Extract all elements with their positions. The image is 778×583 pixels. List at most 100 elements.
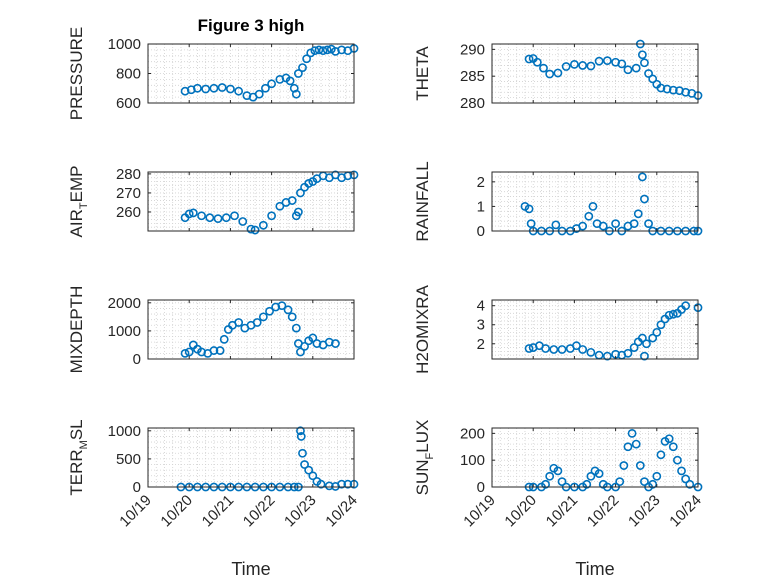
data-point (619, 461, 629, 470)
data-point (623, 348, 633, 358)
data-point (324, 481, 334, 491)
data-point (640, 58, 649, 68)
y-tick-label: 285 (460, 68, 485, 85)
data-point (296, 426, 305, 436)
data-point (615, 477, 625, 487)
data-point (193, 83, 202, 93)
data-point (598, 221, 608, 231)
y-axis-label-main: PRESSURE (67, 27, 86, 121)
data-point (545, 471, 555, 481)
y-tick-label: 280 (116, 166, 141, 183)
data-point (296, 188, 305, 198)
axes-box (491, 171, 699, 232)
data-point (648, 479, 658, 489)
data-point (578, 221, 588, 231)
y-tick-label: 0 (133, 351, 141, 368)
data-point (557, 477, 567, 487)
data-point (602, 351, 612, 361)
y-tick-label: 200 (460, 425, 485, 442)
data-point (318, 46, 328, 56)
data-point (637, 50, 647, 60)
data-point (664, 434, 674, 444)
data-point (291, 89, 301, 99)
data-point (681, 301, 691, 311)
data-point (258, 220, 268, 230)
data-point (287, 196, 297, 205)
grid (148, 300, 354, 359)
data-point (541, 344, 550, 353)
data-point (648, 333, 658, 343)
data-point (234, 318, 244, 327)
data-point (201, 84, 211, 94)
data-point (668, 309, 678, 319)
data-point (656, 450, 666, 460)
plot-area (492, 428, 698, 487)
data-point (685, 479, 695, 489)
data-point (234, 86, 244, 96)
y-tick-label: 0 (133, 479, 141, 496)
subplot-2: 280 285 290 THETA (413, 39, 703, 112)
data-point (629, 219, 639, 229)
data-point (656, 83, 666, 93)
data-point (230, 211, 239, 221)
data-point (640, 351, 649, 361)
data-point (629, 343, 639, 352)
data-point (293, 207, 303, 217)
y-tick-label: 1 (477, 198, 485, 215)
subplot-3: 260 270 280 AIRTEMP (67, 166, 359, 238)
data-point (664, 310, 674, 320)
data-point (197, 211, 206, 221)
data-point (252, 318, 262, 327)
y-tick-label: 0 (477, 223, 485, 240)
y-axis-label-tail: EMP (67, 166, 86, 203)
y-axis-label: SUNFLUX (413, 420, 436, 496)
data-point (267, 211, 276, 221)
data-point (180, 348, 190, 358)
y-tick-label: 0 (477, 479, 485, 496)
y-axis-label: MIXDEPTH (67, 286, 86, 374)
plot-area (492, 44, 698, 103)
y-axis-label: AIRTEMP (67, 166, 90, 238)
y-tick-label: 800 (116, 66, 141, 83)
data-point (561, 62, 571, 71)
data-point (246, 224, 256, 234)
plot-area (148, 428, 354, 487)
data-point (637, 333, 647, 343)
data-point (293, 69, 303, 78)
data-point (184, 347, 194, 357)
data-point (662, 84, 672, 94)
y-tick-label: 280 (460, 95, 485, 112)
data-point (300, 460, 309, 469)
data-point (631, 63, 641, 73)
data-point (205, 213, 215, 223)
axes-box (147, 171, 355, 232)
axes-box (147, 427, 355, 488)
data-point (298, 63, 307, 72)
data-point (602, 56, 612, 66)
data-point (524, 344, 534, 353)
data-point (594, 56, 604, 66)
y-axis-label: PRESSURE (67, 27, 86, 121)
data-point (586, 61, 596, 71)
data-point (644, 69, 653, 78)
y-tick-label: 1000 (108, 423, 141, 440)
y-tick-label: 290 (460, 41, 485, 58)
data-point (652, 471, 662, 481)
data-point (188, 208, 198, 218)
data-point (322, 45, 332, 55)
data-point (314, 45, 324, 55)
y-axis-label-subscript: F (424, 452, 436, 459)
data-point (238, 217, 248, 226)
data-point (652, 327, 662, 337)
data-point (644, 219, 653, 229)
data-point (551, 220, 561, 230)
data-point (635, 461, 645, 470)
y-tick-label: 2 (477, 174, 485, 191)
subplot-4: 0 1 2 RAINFALL (413, 161, 703, 242)
y-axis-label-main: TERR (67, 449, 86, 495)
x-axis-label: Time (231, 559, 270, 579)
y-tick-label: 100 (460, 452, 485, 469)
data-point (524, 204, 534, 214)
y-tick-label: 1000 (108, 36, 141, 53)
y-tick-label: 500 (116, 451, 141, 468)
